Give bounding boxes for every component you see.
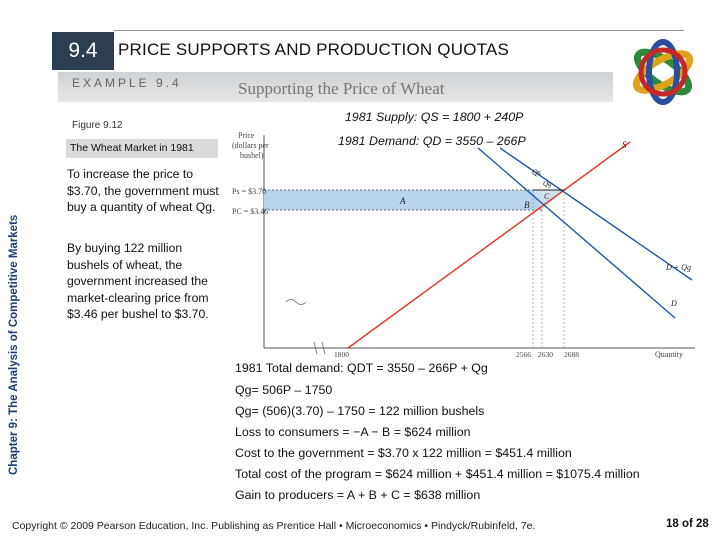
slide-title: PRICE SUPPORTS AND PRODUCTION QUOTAS	[118, 40, 510, 59]
tick-ps: Ps = $3.70	[232, 187, 266, 196]
calc-line-6: Total cost of the program = $624 million…	[235, 467, 640, 481]
calc-line-1: 1981 Total demand: QDT = 3550 – 266P + Q…	[235, 361, 488, 375]
page-number: 18 of 28	[666, 518, 709, 530]
demand-plus-qg-curve	[499, 147, 693, 281]
demand-equation: 1981 Demand: QD = 3550 – 266P	[338, 134, 526, 148]
axis-break-y	[285, 299, 307, 305]
tick-2688: 2688	[564, 350, 579, 359]
title-rule	[114, 30, 684, 31]
label-s: S	[622, 140, 627, 150]
paragraph-buy-quantity: To increase the price to $3.70, the gove…	[67, 167, 219, 214]
y-axis-label-1: Price	[238, 131, 255, 140]
area-a-b	[264, 190, 542, 210]
demand-curve	[477, 147, 676, 319]
tick-2566: 2566	[516, 350, 531, 359]
example-band	[58, 72, 613, 102]
x-axis-label: Quantity	[655, 350, 683, 359]
area-label-a: A	[399, 196, 406, 206]
section-number: 9.4	[52, 32, 114, 70]
supply-curve	[347, 141, 631, 349]
area-label-c: C	[544, 192, 550, 201]
label-qg: Qg	[543, 180, 552, 188]
paragraph-price-increase: By buying 122 million bushels of wheat, …	[67, 241, 209, 321]
calc-line-4: Loss to consumers = −A − B = $624 millio…	[235, 425, 471, 439]
y-axis-label-2: (dollars per	[232, 141, 269, 150]
label-d: D	[670, 299, 677, 308]
rings-logo	[632, 39, 694, 105]
calc-line-5: Cost to the government = $3.70 x 122 mil…	[235, 446, 572, 460]
example-tag: EXAMPLE 9.4	[72, 76, 182, 90]
tick-2630: 2630	[538, 350, 553, 359]
label-qs: Qs	[532, 168, 541, 177]
label-d-plus-qg: D + Qg	[665, 263, 691, 272]
calc-line-3: Qg= (506)(3.70) – 1750 = 122 million bus…	[235, 404, 485, 418]
tick-1800: 1800	[334, 350, 349, 359]
calc-line-2: Qg= 506P – 1750	[235, 383, 333, 397]
tick-pc: PC = $3.46	[232, 207, 268, 216]
area-label-b: B	[524, 200, 530, 210]
wheat-market-chart: Price (dollars per bushel) Ps = $3.70 PC…	[232, 131, 695, 359]
figure-label: Figure 9.12	[72, 120, 123, 131]
area-c	[533, 190, 564, 210]
calc-line-7: Gain to producers = A + B + C = $638 mil…	[235, 488, 481, 502]
chapter-sidebar: Chapter 9: The Analysis of Competitive M…	[8, 214, 20, 475]
example-heading: Supporting the Price of Wheat	[238, 79, 445, 98]
y-axis-label-3: bushel)	[240, 151, 264, 160]
supply-equation: 1981 Supply: QS = 1800 + 240P	[345, 110, 524, 124]
figure-title: The Wheat Market in 1981	[66, 139, 218, 158]
axis-break-x	[313, 341, 326, 355]
copyright-footer: Copyright © 2009 Pearson Education, Inc.…	[12, 520, 536, 532]
